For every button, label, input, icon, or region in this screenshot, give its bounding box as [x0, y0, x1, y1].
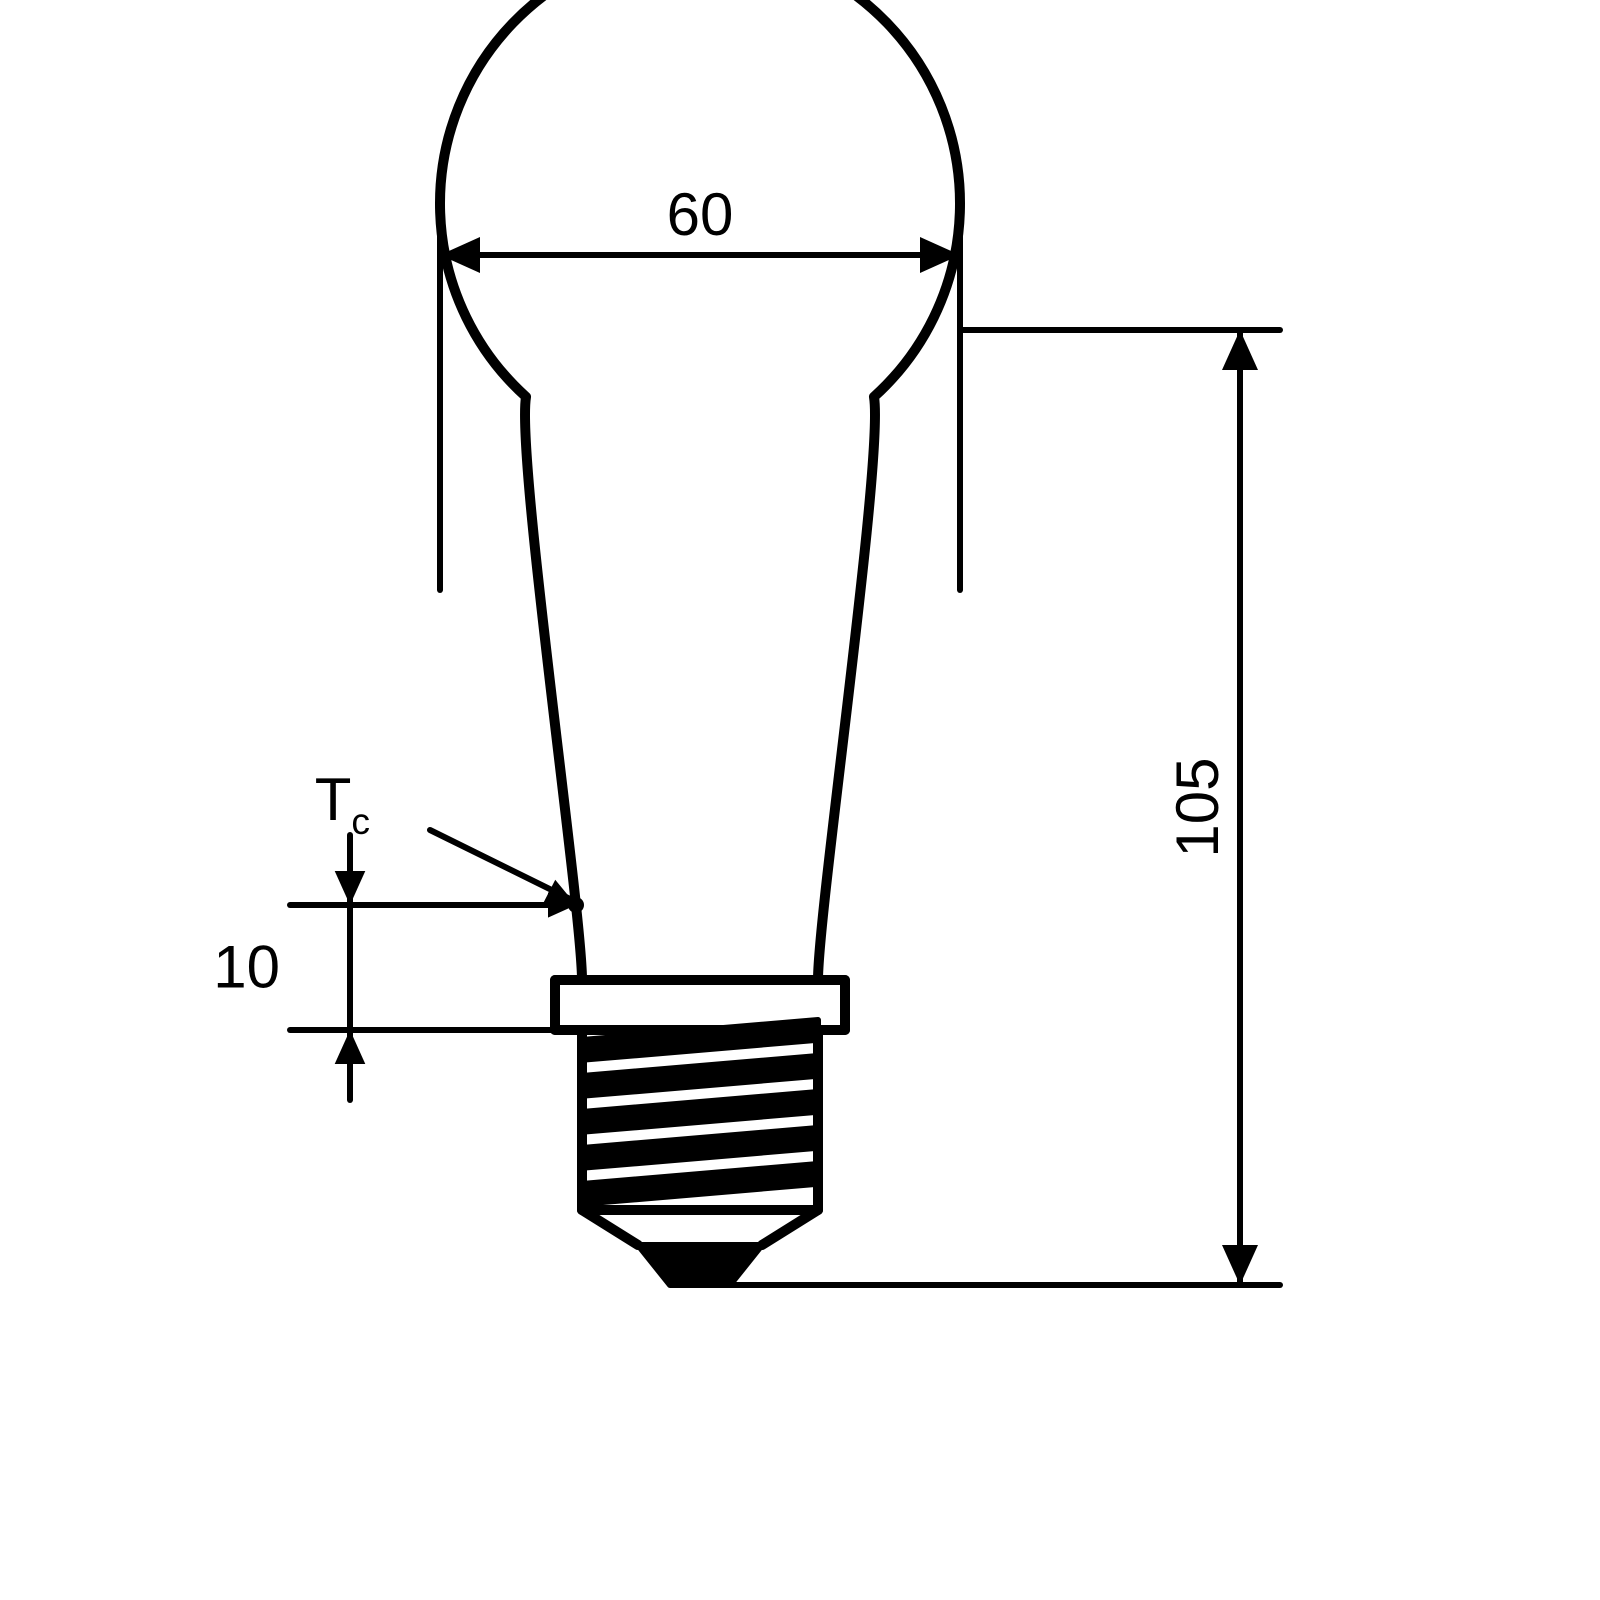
- dim-width-value: 60: [667, 181, 734, 248]
- dim-height-value: 105: [1164, 757, 1231, 857]
- drawing-svg: Tc 60 105 10: [0, 0, 1600, 1600]
- technical-drawing: { "canvas": { "w": 1600, "h": 1600, "bg"…: [0, 0, 1600, 1600]
- dim-tc-offset-value: 10: [213, 934, 280, 1001]
- tc-label: Tc: [315, 766, 370, 842]
